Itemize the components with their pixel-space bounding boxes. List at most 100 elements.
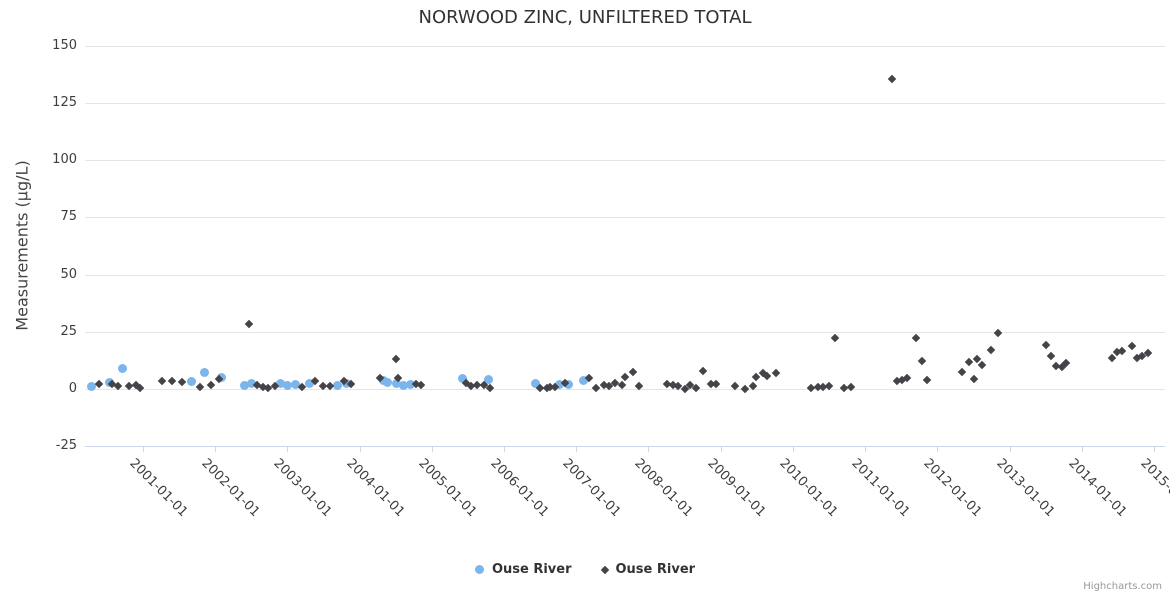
data-point-diamond[interactable] xyxy=(993,328,1003,338)
x-axis-label: 2010-01-01 xyxy=(776,456,841,521)
y-gridline xyxy=(85,388,1165,390)
y-axis-label: 75 xyxy=(60,209,77,225)
x-tick xyxy=(865,446,867,452)
data-point-diamond[interactable] xyxy=(1046,351,1056,361)
data-point-circle[interactable] xyxy=(383,378,393,388)
data-point-circle[interactable] xyxy=(87,382,96,392)
data-point-circle[interactable] xyxy=(247,379,257,389)
data-point-diamond[interactable] xyxy=(207,380,216,389)
x-tick xyxy=(792,446,794,452)
data-point-diamond[interactable] xyxy=(691,383,701,393)
diamond-marker-icon xyxy=(600,565,609,574)
x-axis-label: 2012-01-01 xyxy=(920,456,985,521)
data-point-circle[interactable] xyxy=(458,374,468,384)
data-point-circle[interactable] xyxy=(187,377,197,387)
x-tick xyxy=(576,446,578,452)
x-tick xyxy=(648,446,650,452)
data-point-diamond[interactable] xyxy=(621,372,630,381)
y-gridline xyxy=(85,103,1165,105)
x-axis-label: 2005-01-01 xyxy=(415,456,480,521)
data-point-circle[interactable] xyxy=(283,381,293,391)
x-tick xyxy=(1009,446,1011,452)
y-gridline xyxy=(85,274,1165,276)
data-point-diamond[interactable] xyxy=(1107,353,1116,363)
data-point-diamond[interactable] xyxy=(135,383,145,393)
y-axis-label: 25 xyxy=(60,323,77,339)
data-point-circle[interactable] xyxy=(563,380,573,390)
y-axis-label: -25 xyxy=(55,438,77,453)
x-tick xyxy=(1081,446,1083,452)
y-gridline xyxy=(85,217,1165,219)
data-point-diamond[interactable] xyxy=(391,354,400,364)
highcharts-credit-link[interactable]: Highcharts.com xyxy=(1083,581,1162,592)
data-point-diamond[interactable] xyxy=(986,345,996,355)
data-point-circle[interactable] xyxy=(578,376,588,386)
circle-marker-icon xyxy=(474,565,484,574)
y-gridline xyxy=(85,46,1165,47)
data-point-circle[interactable] xyxy=(531,379,541,389)
x-tick xyxy=(1154,446,1156,452)
x-tick xyxy=(215,446,217,452)
data-point-diamond[interactable] xyxy=(1041,340,1051,349)
data-point-diamond[interactable] xyxy=(970,374,979,384)
data-point-circle[interactable] xyxy=(484,375,494,385)
data-point-circle[interactable] xyxy=(555,380,565,390)
legend-label: Ouse River xyxy=(615,562,696,577)
x-axis-label: 2009-01-01 xyxy=(704,456,769,521)
data-point-circle[interactable] xyxy=(118,364,128,374)
x-axis-label: 2013-01-01 xyxy=(993,456,1058,521)
y-axis-label: 150 xyxy=(52,38,77,53)
data-point-diamond[interactable] xyxy=(167,376,176,386)
legend-label: Ouse River xyxy=(491,562,572,577)
x-tick xyxy=(359,446,361,452)
data-point-diamond[interactable] xyxy=(157,376,166,386)
x-tick xyxy=(287,446,289,452)
x-tick xyxy=(142,446,144,452)
data-point-circle[interactable] xyxy=(276,379,286,389)
x-tick xyxy=(431,446,433,452)
chart-title: NORWOOD ZINC, UNFILTERED TOTAL xyxy=(418,7,752,28)
data-point-diamond[interactable] xyxy=(977,360,986,370)
data-point-circle[interactable] xyxy=(399,381,409,391)
data-point-diamond[interactable] xyxy=(771,368,780,378)
x-tick xyxy=(937,446,939,452)
data-point-diamond[interactable] xyxy=(762,371,772,381)
x-tick xyxy=(503,446,505,452)
data-point-diamond[interactable] xyxy=(887,74,897,83)
data-point-circle[interactable] xyxy=(391,379,401,389)
x-axis-label: 2002-01-01 xyxy=(198,456,263,521)
legend-item-ouse-river-circle[interactable]: Ouse River xyxy=(474,562,572,577)
legend-item-ouse-river-diamond[interactable]: Ouse River xyxy=(600,562,696,577)
data-point-diamond[interactable] xyxy=(244,319,254,328)
data-point-circle[interactable] xyxy=(333,381,343,391)
data-point-diamond[interactable] xyxy=(917,356,926,365)
legend: Ouse River Ouse River xyxy=(0,562,1170,577)
data-point-diamond[interactable] xyxy=(628,367,637,377)
data-point-diamond[interactable] xyxy=(486,383,495,393)
data-point-circle[interactable] xyxy=(406,380,416,390)
y-gridline xyxy=(85,331,1165,333)
x-axis-label: 2014-01-01 xyxy=(1065,456,1130,521)
data-point-diamond[interactable] xyxy=(922,375,931,385)
data-point-circle[interactable] xyxy=(200,368,210,378)
data-point-circle[interactable] xyxy=(291,380,301,390)
data-point-diamond[interactable] xyxy=(698,366,707,376)
y-axis-label: 50 xyxy=(60,266,77,282)
x-axis-label: 2015-01-01 xyxy=(1137,456,1170,521)
x-axis-label: 2011-01-01 xyxy=(848,456,913,521)
data-point-diamond[interactable] xyxy=(1127,341,1137,351)
y-axis-label: 0 xyxy=(68,380,77,396)
x-axis-label: 2001-01-01 xyxy=(126,456,191,521)
data-point-diamond[interactable] xyxy=(830,333,840,343)
data-point-circle[interactable] xyxy=(305,379,315,389)
x-axis-label: 2008-01-01 xyxy=(631,456,696,521)
data-point-diamond[interactable] xyxy=(177,377,187,387)
data-point-circle[interactable] xyxy=(342,379,351,389)
data-point-diamond[interactable] xyxy=(957,367,967,377)
x-axis-label: 2007-01-01 xyxy=(559,456,624,521)
data-point-circle[interactable] xyxy=(240,381,250,391)
data-point-diamond[interactable] xyxy=(912,333,921,343)
x-axis-label: 2004-01-01 xyxy=(342,456,407,521)
data-point-diamond[interactable] xyxy=(712,379,721,389)
